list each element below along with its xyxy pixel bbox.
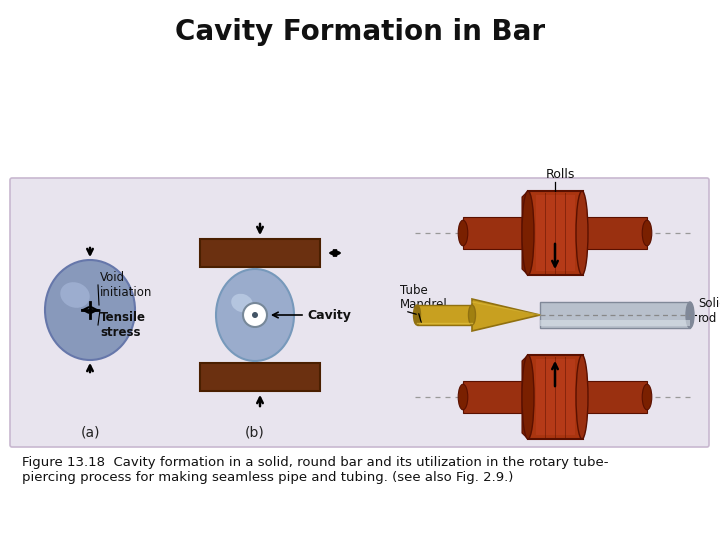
Ellipse shape — [45, 260, 135, 360]
Ellipse shape — [576, 355, 588, 439]
Bar — [528, 191, 583, 275]
Polygon shape — [472, 299, 540, 331]
Text: (a): (a) — [80, 425, 100, 439]
Text: Cavity: Cavity — [307, 308, 351, 321]
Ellipse shape — [231, 294, 253, 312]
Bar — [582, 381, 647, 413]
Ellipse shape — [458, 220, 468, 246]
FancyBboxPatch shape — [10, 178, 709, 447]
Circle shape — [252, 312, 258, 318]
Text: Cavity Formation in Bar: Cavity Formation in Bar — [175, 18, 545, 46]
Ellipse shape — [216, 269, 294, 361]
Ellipse shape — [458, 384, 468, 410]
Ellipse shape — [522, 191, 534, 275]
Text: (b): (b) — [245, 425, 265, 439]
Bar — [200, 239, 320, 267]
Bar — [582, 217, 647, 249]
Text: Figure 13.18  Cavity formation in a solid, round bar and its utilization in the : Figure 13.18 Cavity formation in a solid… — [22, 456, 608, 484]
Bar — [417, 305, 472, 325]
Bar — [540, 302, 690, 328]
Text: Tube: Tube — [400, 284, 428, 297]
Ellipse shape — [522, 355, 534, 439]
Ellipse shape — [642, 384, 652, 410]
Bar — [463, 217, 528, 249]
Ellipse shape — [413, 305, 420, 325]
Bar — [528, 355, 583, 439]
Ellipse shape — [576, 191, 588, 275]
Ellipse shape — [686, 302, 694, 328]
Bar — [540, 320, 690, 326]
Bar — [536, 359, 575, 435]
Circle shape — [243, 303, 267, 327]
Text: Mandrel: Mandrel — [400, 298, 448, 311]
Ellipse shape — [60, 282, 90, 308]
Ellipse shape — [469, 305, 475, 325]
Text: (c): (c) — [546, 425, 564, 439]
Polygon shape — [522, 355, 528, 439]
Bar — [200, 363, 320, 391]
Text: Rolls: Rolls — [545, 168, 575, 181]
Bar — [463, 381, 528, 413]
Text: Solid
rod: Solid rod — [698, 297, 720, 325]
Text: Tensile
stress: Tensile stress — [100, 311, 146, 339]
Text: Void
initiation: Void initiation — [100, 271, 153, 299]
Polygon shape — [522, 191, 528, 275]
Bar — [536, 195, 575, 271]
Ellipse shape — [642, 220, 652, 246]
